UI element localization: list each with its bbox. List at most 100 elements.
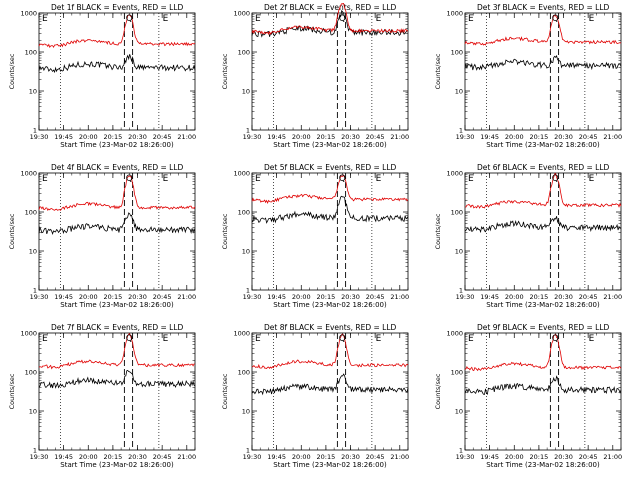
- event-marker-label: E: [255, 14, 261, 24]
- x-tick-label: 19:30: [243, 453, 262, 461]
- x-tick-label: 21:00: [177, 133, 196, 141]
- y-tick-label: 1: [33, 447, 37, 455]
- detector-panel-5: Det 5f BLACK = Events, RED = LLD 1 10 100 10…: [221, 163, 409, 309]
- detector-panel-1: Det 1f BLACK = Events, RED = LLD 1 10 100 10…: [8, 3, 196, 149]
- series-line-events: [251, 9, 409, 38]
- x-tick-label: 19:30: [30, 293, 49, 301]
- x-tick-label: 20:45: [366, 293, 385, 301]
- y-tick-label: 100: [451, 369, 463, 377]
- plot-frame: [464, 12, 622, 131]
- detector-panel-2: Det 2f BLACK = Events, RED = LLD 1 10 100 10…: [221, 2, 409, 149]
- x-axis-label: Start Time (23-Mar-02 18:26:00): [60, 461, 174, 469]
- x-tick-label: 20:15: [530, 133, 549, 141]
- event-marker-label: Q: [339, 174, 346, 184]
- panel-title: Det 5f BLACK = Events, RED = LLD: [264, 163, 397, 172]
- panel-title: Det 6f BLACK = Events, RED = LLD: [477, 163, 610, 172]
- y-tick-label: 1: [33, 127, 37, 135]
- series-line-lld: [464, 333, 622, 372]
- panel-title: Det 3f BLACK = Events, RED = LLD: [477, 3, 610, 12]
- x-axis-label: Start Time (23-Mar-02 18:26:00): [273, 461, 387, 469]
- y-tick-label: 100: [25, 369, 37, 377]
- y-tick-label: 10: [29, 408, 37, 416]
- panel-title: Det 4f BLACK = Events, RED = LLD: [51, 163, 184, 172]
- x-tick-label: 20:15: [317, 133, 336, 141]
- event-marker-label: E: [42, 334, 48, 344]
- series-line-lld: [464, 15, 622, 46]
- y-tick-label: 100: [238, 49, 250, 57]
- x-tick-label: 20:30: [554, 293, 573, 301]
- y-tick-label: 10: [242, 248, 250, 256]
- x-tick-label: 20:00: [292, 453, 311, 461]
- x-axis-label: Start Time (23-Mar-02 18:26:00): [60, 301, 174, 309]
- detector-panel-7: Det 7f BLACK = Events, RED = LLD 1 10 100 10…: [8, 323, 196, 469]
- x-tick-label: 19:45: [267, 453, 286, 461]
- y-axis-label: Counts/sec: [221, 373, 229, 409]
- x-tick-label: 21:00: [177, 293, 196, 301]
- event-marker-label: E: [589, 334, 595, 344]
- event-marker-label: E: [468, 174, 474, 184]
- event-marker-label: Q: [339, 334, 346, 344]
- plot-frame: [38, 172, 196, 291]
- event-marker-label: E: [468, 334, 474, 344]
- y-axis-label: Counts/sec: [8, 53, 16, 89]
- y-tick-label: 1: [459, 447, 463, 455]
- x-tick-label: 19:30: [243, 293, 262, 301]
- event-marker-label: E: [589, 14, 595, 24]
- panel-title: Det 8f BLACK = Events, RED = LLD: [264, 323, 397, 332]
- series-line-lld: [251, 2, 409, 35]
- x-tick-label: 19:30: [456, 453, 475, 461]
- x-tick-label: 21:00: [390, 133, 409, 141]
- event-marker-label: E: [376, 174, 382, 184]
- x-axis-label: Start Time (23-Mar-02 18:26:00): [486, 461, 600, 469]
- y-tick-label: 100: [25, 209, 37, 217]
- x-tick-label: 20:30: [341, 293, 360, 301]
- x-tick-label: 19:30: [243, 133, 262, 141]
- event-marker-label: Q: [339, 14, 346, 24]
- x-axis-label: Start Time (23-Mar-02 18:26:00): [486, 141, 600, 149]
- event-marker-label: E: [163, 14, 169, 24]
- x-tick-label: 20:15: [104, 453, 123, 461]
- y-tick-label: 10: [455, 408, 463, 416]
- event-marker-label: E: [42, 174, 48, 184]
- event-marker-label: E: [376, 14, 382, 24]
- detector-panel-6: Det 6f BLACK = Events, RED = LLD 1 10 100 10…: [434, 163, 622, 309]
- series-line-lld: [251, 333, 409, 369]
- event-marker-label: E: [255, 174, 261, 184]
- plot-frame: [464, 332, 622, 451]
- x-tick-label: 20:30: [341, 133, 360, 141]
- x-tick-label: 20:00: [292, 133, 311, 141]
- y-axis-label: Counts/sec: [221, 213, 229, 249]
- event-marker-label: Q: [552, 174, 559, 184]
- y-tick-label: 100: [25, 49, 37, 57]
- x-tick-label: 20:45: [153, 133, 172, 141]
- plot-frame: [464, 172, 622, 291]
- x-tick-label: 20:15: [317, 293, 336, 301]
- x-tick-label: 20:30: [128, 453, 147, 461]
- event-marker-label: E: [163, 334, 169, 344]
- y-axis-label: Counts/sec: [434, 373, 442, 409]
- x-axis-label: Start Time (23-Mar-02 18:26:00): [273, 301, 387, 309]
- event-marker-label: Q: [126, 174, 133, 184]
- y-tick-label: 1000: [20, 330, 37, 338]
- x-tick-label: 19:45: [480, 133, 499, 141]
- series-line-lld: [38, 175, 196, 211]
- event-marker-label: Q: [552, 334, 559, 344]
- x-tick-label: 20:30: [554, 453, 573, 461]
- series-line-events: [38, 212, 196, 236]
- y-tick-label: 100: [238, 209, 250, 217]
- x-tick-label: 20:45: [366, 133, 385, 141]
- x-tick-label: 20:15: [317, 453, 336, 461]
- y-tick-label: 10: [455, 248, 463, 256]
- panel-title: Det 2f BLACK = Events, RED = LLD: [264, 3, 397, 12]
- y-axis-label: Counts/sec: [8, 373, 16, 409]
- x-tick-label: 20:45: [579, 133, 598, 141]
- x-axis-label: Start Time (23-Mar-02 18:26:00): [273, 141, 387, 149]
- series-line-events: [464, 375, 622, 396]
- y-tick-label: 100: [451, 49, 463, 57]
- x-tick-label: 19:45: [480, 293, 499, 301]
- x-tick-label: 19:45: [480, 453, 499, 461]
- series-line-events: [38, 54, 196, 74]
- x-tick-label: 21:00: [390, 453, 409, 461]
- y-tick-label: 1000: [20, 170, 37, 178]
